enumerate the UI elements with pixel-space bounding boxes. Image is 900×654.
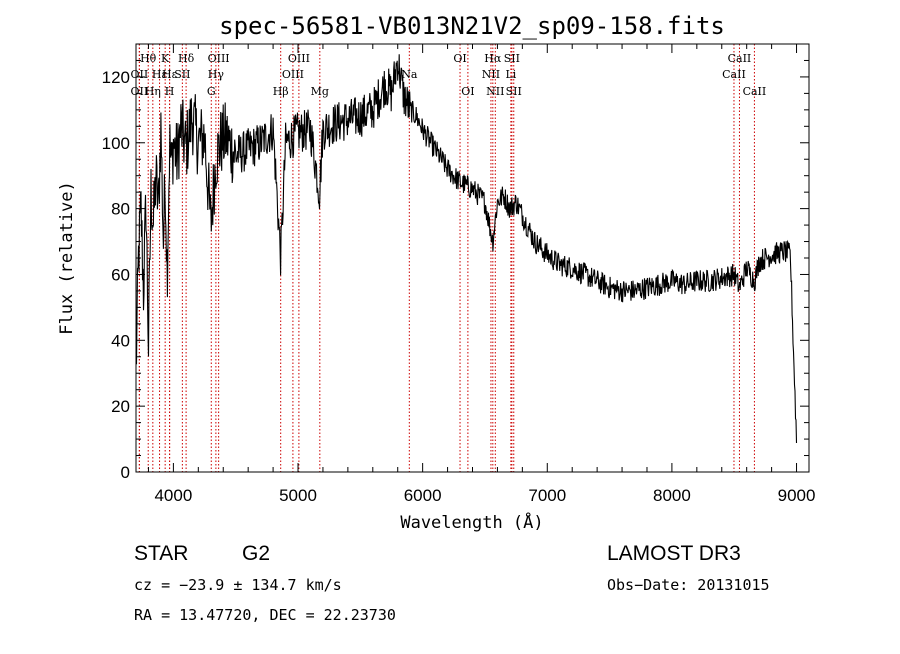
line-label-2: OII bbox=[131, 85, 149, 98]
x-tick-label: 6000 bbox=[404, 486, 442, 505]
line-label-15: OIII bbox=[288, 52, 310, 65]
y-tick-label: 0 bbox=[121, 463, 130, 482]
line-label-19: OI bbox=[461, 85, 474, 98]
line-label-23: SII bbox=[504, 52, 520, 65]
axis-ticks bbox=[136, 43, 809, 473]
spectral-subclass: G2 bbox=[242, 542, 270, 565]
spectrum-line bbox=[135, 54, 798, 444]
line-label-20: NII bbox=[482, 68, 500, 81]
line-label-26: CaII bbox=[722, 68, 746, 81]
line-label-0: Hθ bbox=[140, 52, 157, 65]
redshift-text: cz = −23.9 ± 134.7 km/s bbox=[134, 576, 342, 594]
x-axis-label: Wavelength (Å) bbox=[400, 511, 543, 533]
y-tick-label: 20 bbox=[111, 397, 130, 416]
line-label-5: K bbox=[161, 52, 170, 65]
x-tick-label: 4000 bbox=[154, 486, 192, 505]
line-label-22: NII bbox=[486, 85, 504, 98]
line-label-28: CaII bbox=[743, 85, 767, 98]
line-label-6: H bbox=[165, 85, 175, 98]
line-label-7: Hε bbox=[162, 68, 178, 81]
line-label-25: SII bbox=[506, 85, 522, 98]
line-label-16: Mg bbox=[311, 85, 329, 98]
y-tick-labels: 0 20 40 60 80 100 120 bbox=[102, 68, 130, 482]
y-tick-label: 80 bbox=[111, 200, 130, 219]
y-tick-label: 40 bbox=[111, 331, 130, 350]
spectrum-line-group bbox=[135, 54, 798, 444]
spectral-line-markers bbox=[138, 44, 755, 472]
line-label-17: Na bbox=[401, 68, 418, 81]
line-label-24: Li bbox=[505, 68, 516, 81]
y-tick-label: 60 bbox=[111, 265, 130, 284]
x-tick-label: 9000 bbox=[778, 486, 816, 505]
x-tick-labels: 4000 5000 6000 7000 8000 9000 bbox=[154, 486, 815, 505]
survey-name: LAMOST DR3 bbox=[607, 542, 741, 565]
object-class: STAR bbox=[134, 542, 188, 565]
y-tick-label: 100 bbox=[102, 134, 130, 153]
line-label-18: OI bbox=[453, 52, 466, 65]
line-label-9: Hδ bbox=[178, 52, 195, 65]
line-label-8: SII bbox=[174, 68, 190, 81]
line-label-27: CaII bbox=[728, 52, 752, 65]
line-label-4: Hε bbox=[152, 68, 168, 81]
chart-title: spec-56581-VB013N21V2_sp09-158.fits bbox=[219, 12, 725, 40]
line-label-21: Hα bbox=[484, 52, 502, 65]
x-tick-label: 8000 bbox=[653, 486, 691, 505]
line-label-12: G bbox=[207, 85, 216, 98]
y-axis-label: Flux (relative) bbox=[57, 181, 77, 335]
plot-frame bbox=[135, 43, 810, 473]
coordinates-text: RA = 13.47720, DEC = 22.23730 bbox=[134, 606, 396, 624]
y-tick-label: 120 bbox=[102, 68, 130, 87]
x-tick-label: 5000 bbox=[279, 486, 317, 505]
line-label-13: Hβ bbox=[273, 85, 289, 98]
line-label-10: OIII bbox=[208, 52, 230, 65]
line-label-14: OIII bbox=[282, 68, 304, 81]
obs-date-text: Obs−Date: 20131015 bbox=[607, 576, 770, 594]
line-label-1: OII bbox=[131, 68, 149, 81]
line-label-11: Hγ bbox=[208, 68, 225, 81]
x-tick-label: 7000 bbox=[528, 486, 566, 505]
line-label-3: Hη bbox=[145, 85, 161, 98]
